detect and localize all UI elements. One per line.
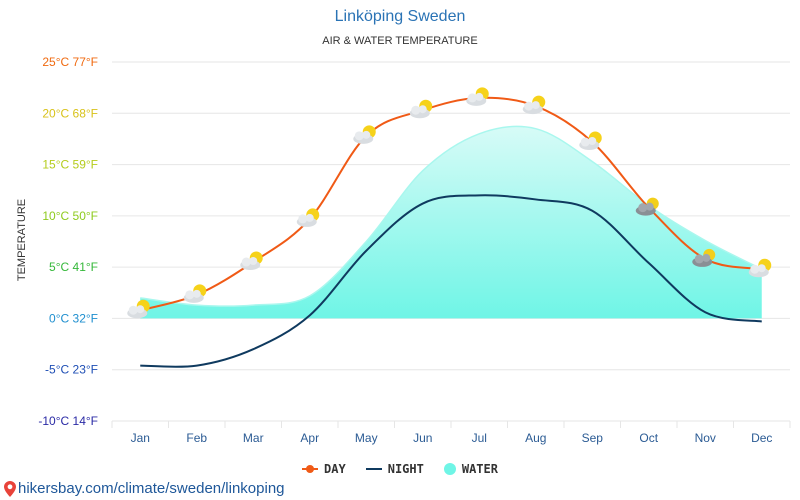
y-tick-label: 10°C 50°F (42, 209, 98, 223)
cloud-puff (185, 290, 195, 300)
partly-cloudy-icon (522, 95, 546, 115)
cloud-puff (354, 131, 364, 141)
cloud-puff (475, 92, 484, 101)
legend-item-night[interactable]: NIGHT (365, 462, 424, 476)
cloudy-sun-icon (635, 197, 659, 216)
cloud-puff (702, 253, 711, 262)
cloud-puff (241, 257, 251, 267)
legend-night-swatch (365, 463, 382, 475)
night-line (140, 194, 762, 368)
partly-cloudy-icon (579, 131, 602, 151)
legend-day-label: DAY (324, 462, 346, 476)
y-tick-label: 0°C 32°F (49, 311, 98, 325)
x-tick-label: Jan (131, 431, 150, 445)
cloud-puff (305, 213, 314, 222)
cloud-puff (411, 105, 421, 115)
source-text: hikersbay.com/climate/sweden/linkoping (18, 480, 285, 497)
legend-day-swatch (302, 463, 319, 475)
cloud-puff (128, 305, 138, 315)
water-area (140, 126, 762, 319)
night-series (140, 194, 762, 368)
partly-cloudy-icon (353, 125, 376, 144)
x-axis-labels: Jan Feb Mar Apr May Jun Jul Aug Sep Oct Nov Dec (131, 431, 773, 445)
y-tick-label: 15°C 59°F (42, 158, 98, 172)
cloud-puff (750, 264, 760, 274)
y-tick-label: -5°C 23°F (45, 363, 98, 377)
cloud-puff (694, 254, 704, 264)
y-axis-labels: 25°C 77°F 20°C 68°F 15°C 59°F 10°C 50°F 5°C … (38, 55, 98, 428)
y-tick-label: -10°C 14°F (38, 414, 98, 428)
cloud-puff (362, 130, 371, 139)
partly-cloudy-icon (127, 299, 150, 319)
cloud-puff (757, 264, 766, 273)
legend-water-swatch (443, 463, 456, 475)
x-tick-label: May (355, 431, 378, 445)
cloud-puff (467, 93, 477, 103)
partly-cloudy-icon (296, 208, 320, 227)
cloud-puff (524, 101, 534, 111)
cloud-puff (638, 203, 648, 213)
x-tick-label: Apr (300, 431, 319, 445)
chart-subtitle: AIR & WATER TEMPERATURE (322, 35, 478, 47)
x-tick-label: Aug (525, 431, 546, 445)
y-axis-title: TEMPERATURE (16, 199, 28, 281)
cloud-puff (136, 305, 145, 314)
map-pin-icon (4, 480, 16, 497)
cloudy-sun-icon (692, 248, 716, 267)
x-tick-label: Sep (582, 431, 604, 445)
partly-cloudy-icon (240, 251, 263, 271)
partly-cloudy-icon (748, 258, 772, 278)
y-tick-label: 5°C 41°F (49, 260, 98, 274)
x-tick-label: Jun (413, 431, 432, 445)
cloud-puff (298, 214, 308, 224)
chart-title: Linköping Sweden (334, 8, 466, 25)
x-tick-label: Feb (186, 431, 207, 445)
weather-icons (127, 87, 772, 319)
legend: DAY NIGHT WATER (0, 462, 800, 476)
partly-cloudy-icon (466, 87, 489, 106)
y-tick-label: 25°C 77°F (42, 55, 98, 69)
cloud-puff (580, 137, 590, 147)
partly-cloudy-icon (409, 99, 433, 119)
water-series (140, 125, 763, 319)
legend-item-water[interactable]: WATER (443, 462, 498, 476)
x-tick-label: Jul (472, 431, 487, 445)
cloud-puff (588, 137, 597, 146)
x-tick-label: Nov (695, 431, 716, 445)
x-tick-label: Mar (243, 431, 264, 445)
cloud-puff (249, 257, 258, 266)
partly-cloudy-icon (183, 284, 207, 303)
legend-water-label: WATER (461, 462, 498, 476)
cloud-puff (531, 101, 540, 110)
y-tick-label: 20°C 68°F (42, 106, 98, 120)
cloud-puff (192, 289, 201, 298)
x-tick-label: Oct (639, 431, 658, 445)
x-tick-label: Dec (751, 431, 772, 445)
source-link[interactable]: hikersbay.com/climate/sweden/linkoping (4, 480, 285, 497)
legend-item-day[interactable]: DAY (302, 462, 346, 476)
cloud-puff (418, 105, 427, 114)
cloud-puff (645, 202, 654, 211)
temperature-chart: 25°C 77°F 20°C 68°F 15°C 59°F 10°C 50°F 5°C … (16, 55, 791, 445)
legend-night-label: NIGHT (387, 462, 424, 476)
